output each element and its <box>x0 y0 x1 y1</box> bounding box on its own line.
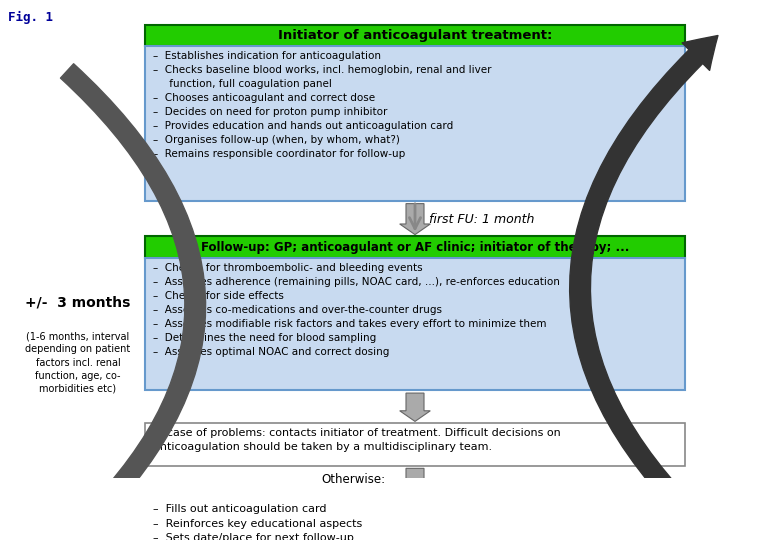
Text: Fig. 1: Fig. 1 <box>8 11 53 24</box>
FancyBboxPatch shape <box>145 237 685 258</box>
Text: Otherwise:: Otherwise: <box>321 474 385 487</box>
Polygon shape <box>399 204 431 234</box>
FancyArrowPatch shape <box>569 36 725 540</box>
FancyArrowPatch shape <box>61 64 206 540</box>
Polygon shape <box>399 468 431 495</box>
Text: –  Establishes indication for anticoagulation
–  Checks baseline blood works, in: – Establishes indication for anticoagula… <box>153 51 491 159</box>
FancyBboxPatch shape <box>145 497 685 540</box>
FancyBboxPatch shape <box>145 46 685 201</box>
FancyBboxPatch shape <box>145 25 685 46</box>
Text: +/-  3 months: +/- 3 months <box>25 296 131 310</box>
Polygon shape <box>399 393 431 421</box>
Text: –  Fills out anticoagulation card
–  Reinforces key educational aspects
–  Sets : – Fills out anticoagulation card – Reinf… <box>153 504 362 540</box>
Text: In case of problems: contacts initiator of treatment. Difficult decisions on
ant: In case of problems: contacts initiator … <box>153 429 561 453</box>
FancyBboxPatch shape <box>145 423 685 465</box>
Text: Initiator of anticoagulant treatment:: Initiator of anticoagulant treatment: <box>278 29 552 42</box>
Text: Follow-up: GP; anticoagulant or AF clinic; initiator of therapy; ...: Follow-up: GP; anticoagulant or AF clini… <box>200 240 629 253</box>
FancyBboxPatch shape <box>145 258 685 390</box>
Text: (1-6 months, interval
depending on patient
factors incl. renal
function, age, co: (1-6 months, interval depending on patie… <box>26 331 130 394</box>
Text: first FU: 1 month: first FU: 1 month <box>429 213 534 226</box>
Text: –  Checks for thromboembolic- and bleeding events
–  Assesses adherence (remaini: – Checks for thromboembolic- and bleedin… <box>153 263 560 357</box>
